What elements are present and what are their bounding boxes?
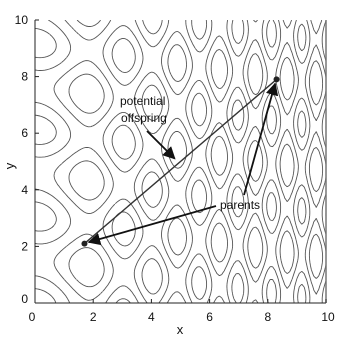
y-tick-label: 2 bbox=[21, 239, 28, 253]
parents-label: parents bbox=[220, 198, 260, 212]
x-tick-label: 2 bbox=[90, 310, 97, 324]
y-axis-label: y bbox=[2, 162, 17, 169]
parent-connecting-line bbox=[84, 78, 277, 245]
y-tick-label: 0 bbox=[21, 292, 28, 306]
y-tick-label: 8 bbox=[21, 70, 28, 84]
x-tick-label: 6 bbox=[206, 310, 213, 324]
parent-point bbox=[81, 240, 88, 247]
annotation-parents: parents bbox=[87, 82, 279, 246]
y-tick-label: 6 bbox=[21, 126, 28, 140]
parents-arrow-right bbox=[243, 82, 279, 196]
y-tick-label: 4 bbox=[21, 183, 28, 197]
parent-point bbox=[273, 76, 280, 83]
parent-markers bbox=[81, 76, 280, 247]
x-tick-labels: 0 2 4 6 8 10 bbox=[29, 299, 335, 324]
x-tick-label: 0 bbox=[29, 310, 36, 324]
x-tick-label: 8 bbox=[264, 310, 271, 324]
plot-frame bbox=[34, 20, 327, 304]
annotation-offspring: potential offspring bbox=[120, 94, 176, 160]
x-tick-label: 4 bbox=[148, 310, 155, 324]
y-tick-label: 10 bbox=[15, 13, 29, 27]
y-tick-labels: 0 2 4 6 8 10 bbox=[15, 13, 39, 306]
offspring-arrow bbox=[146, 130, 176, 160]
x-tick-label: 10 bbox=[321, 310, 335, 324]
contour-level bbox=[68, 20, 326, 303]
offspring-label-line-2: offspring bbox=[121, 111, 167, 125]
contour-level bbox=[35, 27, 324, 303]
contour-level bbox=[53, 20, 326, 303]
parents-arrow-left bbox=[87, 205, 217, 246]
offspring-label-line-1: potential bbox=[120, 94, 165, 108]
x-axis-label: x bbox=[177, 322, 184, 337]
contour-level bbox=[35, 20, 326, 303]
